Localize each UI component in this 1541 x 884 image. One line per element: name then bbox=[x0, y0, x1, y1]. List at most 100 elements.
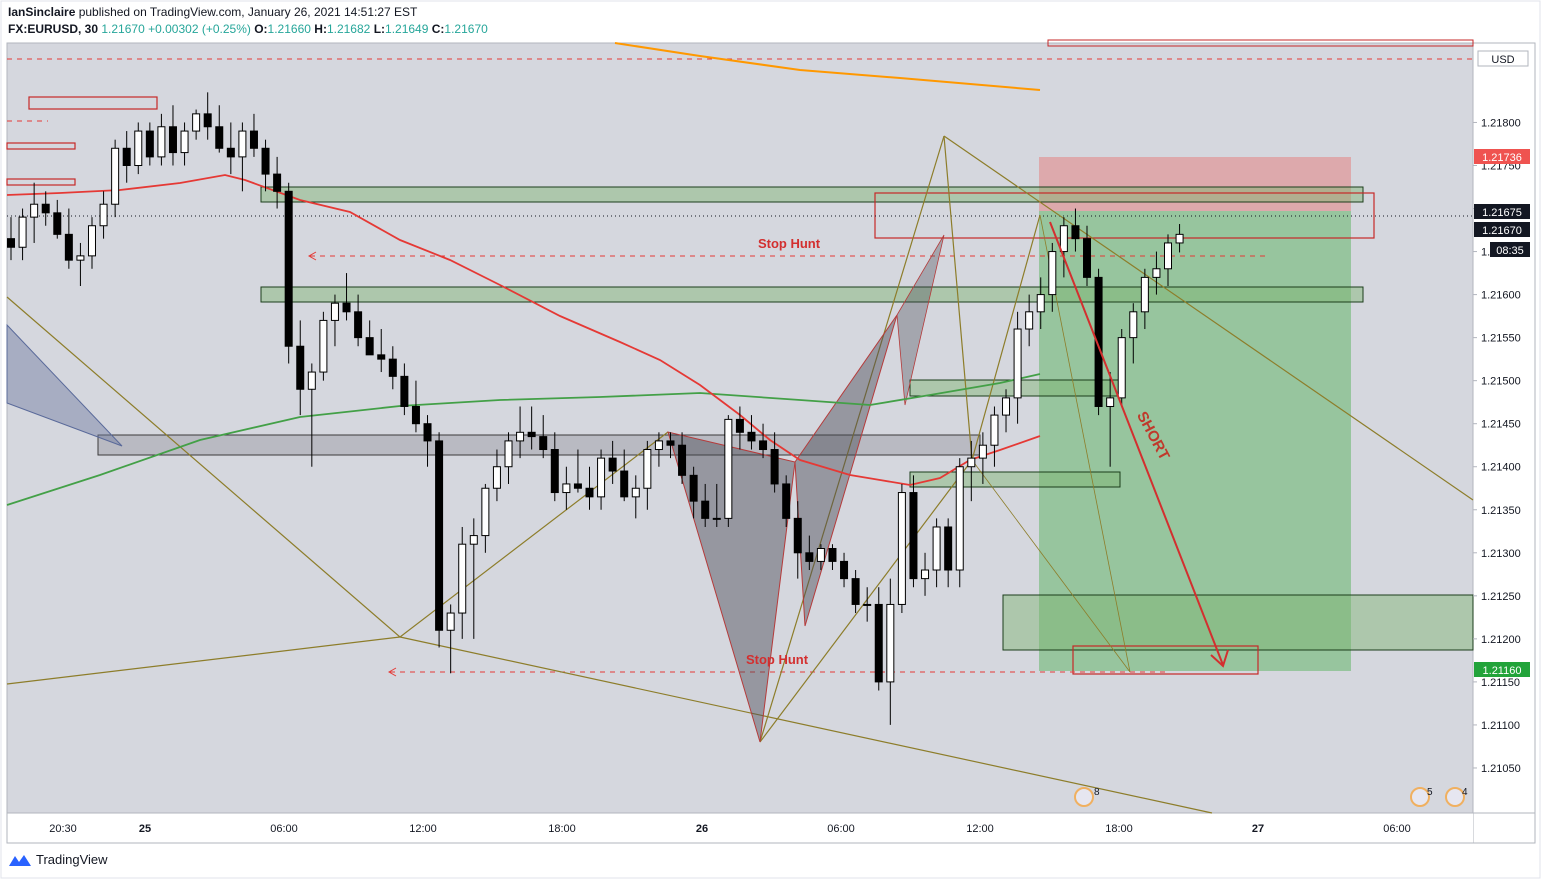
y-tick-label: 1.21350 bbox=[1481, 505, 1521, 517]
candle-bull bbox=[1059, 225, 1068, 253]
low-label: L: bbox=[373, 22, 386, 36]
candle-bear bbox=[354, 311, 363, 339]
y-tick-label: 1.21300 bbox=[1481, 548, 1521, 560]
pattern-leg-7 bbox=[943, 135, 1474, 501]
y-tick-label: 1.21200 bbox=[1481, 634, 1521, 646]
countdown-text: 08:35 bbox=[1496, 245, 1524, 257]
tradingview-footer[interactable]: TradingView bbox=[8, 852, 108, 867]
x-tick-label: 27 bbox=[1252, 823, 1264, 835]
candle-bull bbox=[921, 569, 930, 580]
chart-frame bbox=[6, 42, 1536, 844]
candle-bull bbox=[469, 535, 478, 545]
published-info: published on TradingView.com, January 26… bbox=[75, 5, 418, 19]
last-price-text: 1.21670 bbox=[1482, 225, 1522, 237]
candle-bear bbox=[64, 233, 73, 261]
candle-bull bbox=[1025, 311, 1034, 330]
candle-bear bbox=[550, 449, 559, 494]
candle-bear bbox=[909, 492, 918, 580]
candle-bear bbox=[168, 126, 177, 154]
candle-bear bbox=[1083, 238, 1092, 278]
candle-bull bbox=[1106, 397, 1115, 407]
publisher-name[interactable]: IanSinclaire bbox=[8, 5, 76, 19]
close-value: 1.21670 bbox=[444, 22, 488, 36]
pattern-shaded-top bbox=[896, 234, 945, 406]
event-badge-2-count: 5 bbox=[1427, 787, 1433, 798]
candle-bear bbox=[423, 423, 432, 442]
symbol-label[interactable]: FX:EURUSD, 30 bbox=[8, 22, 99, 36]
candle-bear bbox=[874, 603, 883, 683]
x-tick-label: 06:00 bbox=[827, 823, 855, 835]
candle-bear bbox=[805, 552, 814, 562]
high-value: 1.21682 bbox=[326, 22, 371, 36]
ohlc-legend: FX:EURUSD, 30 1.21670 +0.00302 (+0.25%) … bbox=[8, 22, 488, 36]
pattern-leg-4 bbox=[399, 431, 669, 638]
candle-bull bbox=[967, 457, 976, 468]
candle-bull bbox=[1036, 294, 1045, 313]
x-axis-ticks: 20:30 25 06:00 12:00 18:00 26 06:00 12:00 18:00 2… bbox=[49, 823, 1411, 835]
candle-bull bbox=[1152, 268, 1161, 278]
price-axis[interactable] bbox=[1473, 43, 1535, 813]
x-tick-label: 25 bbox=[139, 823, 151, 835]
low-value: 1.21649 bbox=[385, 22, 429, 36]
candle-bull bbox=[1175, 233, 1184, 244]
pattern-leg-9 bbox=[971, 214, 1041, 461]
candle-bull bbox=[1129, 311, 1138, 339]
candle-bear bbox=[770, 449, 779, 485]
candle-bull bbox=[157, 126, 166, 158]
y-tick-label: 1.21250 bbox=[1481, 591, 1521, 603]
tradingview-brand: TradingView bbox=[36, 852, 108, 867]
currency-text[interactable]: USD bbox=[1491, 54, 1514, 66]
event-badge-1[interactable]: 8 bbox=[1074, 787, 1100, 807]
ema-orange-line bbox=[614, 42, 1041, 91]
candle-bull bbox=[724, 418, 733, 519]
candle-bear bbox=[585, 487, 594, 498]
stop-price-text: 1.21736 bbox=[1482, 152, 1522, 164]
candle-bull bbox=[30, 203, 39, 218]
candle-bull bbox=[76, 255, 85, 261]
candle-bear bbox=[735, 418, 744, 433]
candles-layer bbox=[7, 92, 1184, 725]
candle-bull bbox=[886, 603, 895, 683]
x-tick-label: 18:00 bbox=[548, 823, 576, 835]
stop-hunt-upper-label: Stop Hunt bbox=[758, 236, 821, 251]
x-tick-label: 20:30 bbox=[49, 823, 77, 835]
candle-bear bbox=[53, 212, 62, 235]
candle-bull bbox=[134, 130, 143, 166]
candle-bear bbox=[701, 500, 710, 519]
last-price-tag: 1.21670 bbox=[1474, 222, 1530, 237]
candle-bear bbox=[122, 147, 131, 166]
candle-bull bbox=[562, 483, 571, 494]
demand-zone bbox=[260, 286, 1364, 303]
candle-bull bbox=[643, 449, 652, 489]
sma-green-line bbox=[6, 373, 1041, 506]
candle-bear bbox=[435, 440, 444, 631]
candle-bear bbox=[527, 431, 536, 438]
event-badge-3[interactable]: 4 bbox=[1445, 787, 1468, 807]
publisher-line: IanSinclaire published on TradingView.co… bbox=[8, 5, 417, 19]
candle-bear bbox=[666, 440, 675, 446]
high-line-price-text: 1.21675 bbox=[1482, 207, 1522, 219]
candle-bull bbox=[111, 147, 120, 205]
candle-bull bbox=[978, 444, 987, 459]
supply-box-small bbox=[6, 142, 76, 150]
candle-bear bbox=[678, 444, 687, 476]
high-line-price-tag: 1.21675 bbox=[1474, 204, 1530, 219]
demand-zone bbox=[260, 186, 1364, 203]
candle-bear bbox=[273, 173, 282, 192]
y-tick-label: 1.21100 bbox=[1481, 720, 1520, 732]
candle-bull bbox=[492, 466, 501, 489]
candle-bear bbox=[342, 302, 351, 313]
top-red-box bbox=[1047, 39, 1474, 47]
candle-bear bbox=[296, 345, 305, 390]
candle-bear bbox=[203, 113, 212, 128]
candle-bull bbox=[87, 225, 96, 257]
time-axis[interactable] bbox=[7, 813, 1473, 843]
event-badge-2[interactable]: 5 bbox=[1410, 787, 1433, 807]
candle-bull bbox=[1117, 337, 1126, 399]
candle-bull bbox=[319, 319, 328, 373]
candle-bear bbox=[7, 238, 15, 248]
candle-bear bbox=[539, 436, 548, 451]
